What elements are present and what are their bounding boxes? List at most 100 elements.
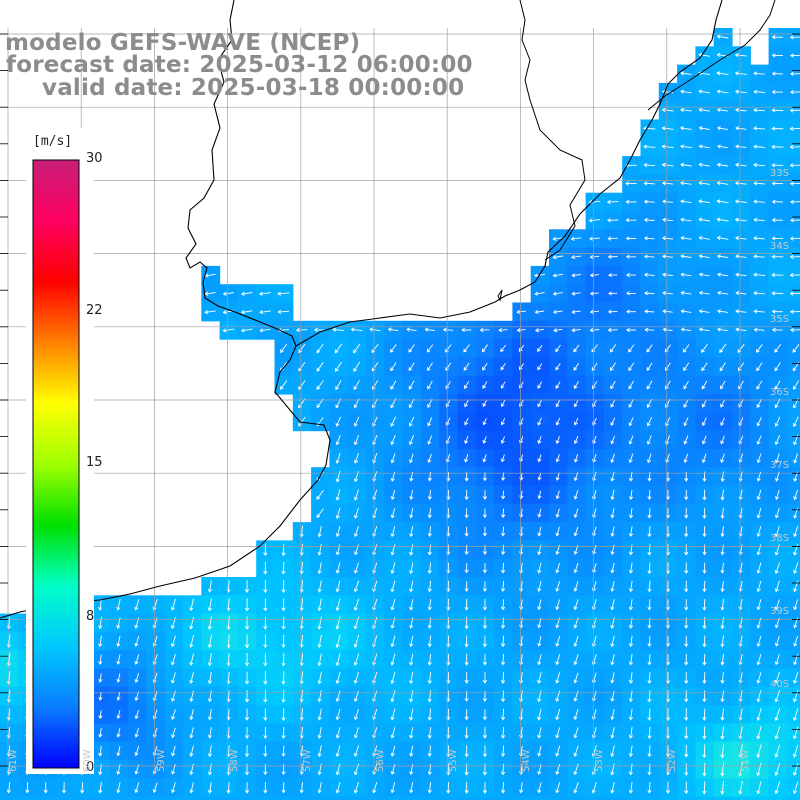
lon-label-55w: 55W xyxy=(448,749,459,772)
wind-arrow xyxy=(335,580,341,593)
wind-arrow xyxy=(464,454,469,463)
wind-arrow xyxy=(555,417,561,426)
wind-arrow xyxy=(281,745,286,757)
wind-arrow xyxy=(793,562,799,575)
wind-arrow xyxy=(610,763,615,776)
wind-arrow xyxy=(626,309,636,314)
wind-arrow xyxy=(482,362,488,371)
wind-arrow xyxy=(244,726,250,739)
wind-arrow xyxy=(753,126,765,131)
wind-arrow xyxy=(702,744,707,759)
wind-arrow xyxy=(698,272,710,277)
wind-arrow xyxy=(519,727,524,739)
wind-arrow xyxy=(555,399,561,408)
speed-cell xyxy=(457,796,477,800)
wind-arrow xyxy=(335,616,341,630)
wind-arrow xyxy=(610,599,615,611)
wind-arrow xyxy=(756,653,762,666)
wind-arrow xyxy=(628,763,633,776)
wind-arrow xyxy=(409,544,414,556)
wind-arrow xyxy=(662,327,673,332)
wind-arrow xyxy=(207,598,212,612)
wind-arrow xyxy=(734,162,747,167)
wind-arrow xyxy=(589,309,600,314)
wind-arrow xyxy=(756,762,762,777)
wind-arrow xyxy=(152,782,158,794)
wind-arrow xyxy=(555,562,561,574)
wind-arrow xyxy=(628,435,634,445)
wind-arrow xyxy=(6,689,11,703)
wind-arrow xyxy=(317,708,322,721)
wind-arrow xyxy=(610,562,615,574)
wind-arrow xyxy=(501,562,506,574)
wind-arrow xyxy=(482,563,487,574)
wind-arrow xyxy=(771,53,784,58)
wind-arrow xyxy=(610,380,616,390)
wind-arrow xyxy=(316,508,324,518)
wind-arrow xyxy=(281,671,286,685)
wind-arrow xyxy=(682,344,690,353)
wind-arrow xyxy=(573,782,579,794)
wind-arrow xyxy=(643,272,655,277)
wind-arrow xyxy=(774,726,781,740)
wind-arrow xyxy=(390,617,396,629)
wind-arrow xyxy=(683,380,689,390)
wind-arrow xyxy=(720,526,725,538)
wind-arrow xyxy=(771,199,783,204)
speed-cell xyxy=(786,668,800,688)
wind-arrow xyxy=(774,599,780,611)
wind-arrow xyxy=(555,672,561,684)
wind-arrow xyxy=(519,562,524,574)
speed-cell xyxy=(786,503,800,523)
wind-arrow xyxy=(335,452,341,464)
wind-arrow xyxy=(573,727,579,739)
wind-arrow xyxy=(680,89,692,94)
colorbar-tick-0: 0 xyxy=(86,760,95,775)
wind-arrow xyxy=(317,634,322,649)
wind-arrow xyxy=(170,672,176,684)
uruguay-argentina-coast xyxy=(0,0,331,619)
wind-arrow xyxy=(680,235,692,241)
wind-arrow xyxy=(98,654,103,666)
wind-arrow xyxy=(244,763,250,776)
wind-arrow xyxy=(684,726,689,740)
wind-arrow xyxy=(409,708,414,721)
wind-arrow xyxy=(573,672,579,684)
lat-label-33s: 33S xyxy=(770,168,790,179)
wind-arrow xyxy=(756,526,762,538)
wind-arrow xyxy=(698,254,710,259)
wind-arrow xyxy=(500,344,507,353)
wind-arrow xyxy=(390,362,397,372)
wind-arrow xyxy=(317,671,322,685)
wind-arrow xyxy=(482,672,487,684)
wind-arrow xyxy=(244,781,250,794)
wind-arrow xyxy=(427,508,432,519)
wind-arrow xyxy=(427,362,433,371)
border-line xyxy=(519,0,586,261)
wind-arrow xyxy=(610,617,615,629)
wind-arrow xyxy=(698,217,711,222)
wind-arrow xyxy=(684,526,689,538)
wind-arrow xyxy=(353,507,359,519)
wind-arrow xyxy=(537,417,542,426)
wind-arrow xyxy=(409,727,414,739)
wind-arrow xyxy=(482,727,487,739)
wind-arrow xyxy=(647,580,652,593)
wind-arrow xyxy=(775,489,780,501)
wind-arrow xyxy=(701,344,708,353)
wind-arrow xyxy=(244,745,250,758)
wind-arrow xyxy=(263,708,268,721)
wind-arrow xyxy=(98,710,103,720)
wind-arrow xyxy=(716,180,729,186)
wind-arrow xyxy=(626,272,636,278)
wind-arrow xyxy=(774,781,781,795)
wind-arrow xyxy=(537,581,542,593)
wind-arrow xyxy=(537,708,542,721)
wind-arrow xyxy=(519,745,524,757)
speed-cell xyxy=(274,796,294,800)
wind-arrow xyxy=(316,361,324,372)
wind-arrow xyxy=(720,653,725,666)
wind-arrow xyxy=(501,763,506,776)
wind-arrow xyxy=(570,236,582,241)
